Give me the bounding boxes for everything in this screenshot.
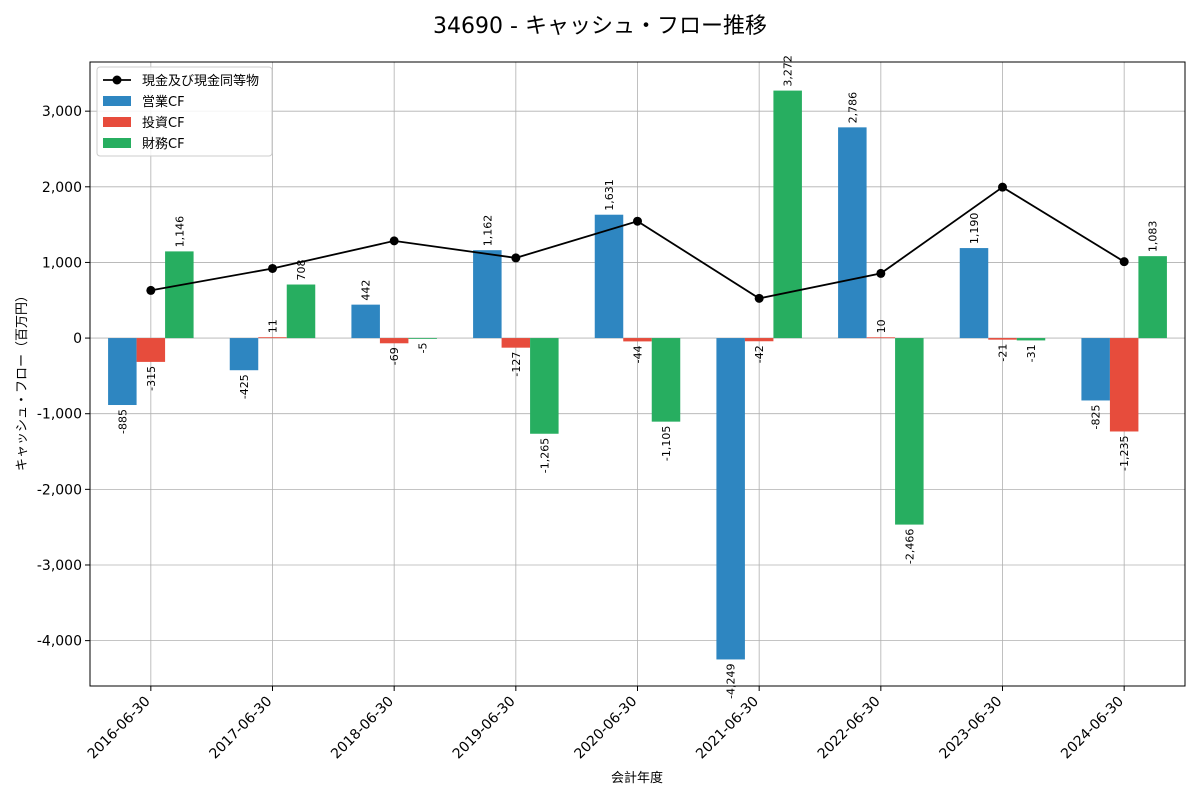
x-tick-label: 2018-06-30: [328, 694, 397, 763]
legend-swatch: [103, 117, 131, 127]
bar-1-2018-06-30: [351, 304, 380, 339]
cash-line-point: [268, 263, 277, 273]
x-tick-label: 2023-06-30: [936, 694, 1005, 763]
bar-data-label: -885: [116, 409, 129, 434]
bar-3-2021-06-30: [773, 90, 802, 339]
cash-line-point: [876, 268, 886, 278]
cash-line-point: [389, 236, 399, 246]
y-axis-title: キャッシュ・フロー（百万円）: [15, 289, 30, 471]
bar-1-2016-06-30: [108, 338, 137, 406]
bar-1-2019-06-30: [473, 250, 502, 339]
x-tick-label: 2024-06-30: [1058, 694, 1127, 763]
bar-data-label: -21: [997, 344, 1010, 362]
bar-data-label: -44: [632, 345, 645, 363]
bar-3-2018-06-30: [408, 338, 437, 339]
bar-data-label: 3,272: [782, 55, 795, 87]
bar-data-label: 11: [267, 319, 280, 333]
chart-title: 34690 - キャッシュ・フロー推移: [433, 14, 767, 39]
y-tick-label: 0: [73, 331, 82, 347]
cash-line-point: [754, 293, 764, 303]
bar-2-2017-06-30: [258, 337, 287, 339]
x-tick-label: 2016-06-30: [85, 694, 154, 763]
bar-3-2020-06-30: [651, 338, 681, 422]
bar-1-2020-06-30: [594, 214, 624, 339]
y-axis-ticks: -4,000 -3,000 -2,000 -1,000 0 1,000 2,000 3,000: [37, 104, 90, 650]
legend-box: [96, 66, 273, 157]
bar-data-label: 1,190: [968, 213, 981, 245]
bar-2-2020-06-30: [623, 338, 652, 342]
bar-1-2021-06-30: [716, 338, 745, 660]
bar-data-label: -69: [388, 347, 401, 365]
bar-2-2021-06-30: [744, 338, 774, 342]
bar-data-label: -31: [1025, 344, 1038, 362]
cash-line-point: [633, 216, 642, 226]
cash-line-point: [1119, 257, 1129, 267]
legend-swatch: [103, 138, 131, 148]
bar-data-label: -5: [417, 342, 430, 353]
bar-data-label: -1,105: [660, 426, 673, 461]
x-tick-label: 2021-06-30: [693, 694, 762, 763]
cash-line-point: [146, 285, 156, 295]
y-tick-label: -3,000: [37, 558, 82, 574]
x-axis-ticks: 2016-06-30 2017-06-30 2018-06-30 2019-06-30…: [85, 686, 1127, 762]
bar-data-label: -315: [145, 366, 158, 391]
x-tick-label: 2019-06-30: [450, 694, 519, 763]
bar-series: [108, 90, 1167, 660]
bar-2-2016-06-30: [136, 338, 166, 362]
bar-1-2023-06-30: [959, 248, 989, 339]
y-tick-label: -1,000: [37, 407, 82, 423]
bar-3-2016-06-30: [165, 251, 194, 339]
bar-3-2023-06-30: [1016, 338, 1046, 341]
bar-2-2024-06-30: [1109, 338, 1139, 432]
y-tick-label: 2,000: [42, 180, 82, 196]
bar-data-label: -42: [753, 345, 766, 363]
bar-3-2024-06-30: [1138, 256, 1167, 339]
bar-1-2022-06-30: [838, 127, 867, 339]
bar-3-2022-06-30: [895, 338, 924, 525]
bar-data-label: -1,265: [538, 438, 551, 473]
cash-line-point: [511, 253, 521, 263]
cash-equivalents-line: [146, 182, 1129, 303]
bar-data-label: -4,249: [725, 663, 738, 698]
y-tick-label: 3,000: [42, 104, 82, 120]
bar-2-2023-06-30: [988, 338, 1017, 340]
bar-data-label: 1,162: [481, 215, 494, 247]
legend-entry: 投資CF: [142, 115, 185, 131]
bar-3-2019-06-30: [530, 338, 559, 434]
legend-marker: [112, 75, 122, 85]
bar-data-label: -825: [1090, 404, 1103, 429]
bar-data-labels: -885 -425 442 1,162 1,631 -4,249 2,786 1,190 -82…: [116, 55, 1159, 699]
bar-data-label: -2,466: [903, 529, 916, 564]
legend-entry: 財務CF: [142, 137, 185, 152]
bar-data-label: 442: [360, 280, 373, 301]
bar-data-label: 10: [875, 319, 888, 333]
bar-1-2024-06-30: [1081, 338, 1110, 401]
cash-line-point: [998, 182, 1007, 192]
legend-swatch: [103, 96, 131, 106]
y-tick-label: -2,000: [37, 482, 82, 498]
x-tick-label: 2020-06-30: [571, 694, 640, 763]
bar-data-label: -425: [238, 374, 251, 399]
bar-2-2022-06-30: [866, 337, 896, 339]
x-tick-label: 2017-06-30: [206, 694, 275, 763]
x-axis-title: 会計年度: [611, 770, 663, 786]
bar-1-2017-06-30: [229, 338, 259, 371]
y-tick-label: 1,000: [42, 255, 82, 271]
bar-data-label: -1,235: [1118, 435, 1131, 470]
bar-2-2019-06-30: [501, 338, 531, 348]
x-tick-label: 2022-06-30: [815, 694, 884, 763]
y-tick-label: -4,000: [37, 634, 82, 650]
bar-data-label: 708: [295, 260, 308, 281]
bar-2-2018-06-30: [379, 338, 409, 344]
bar-data-label: 1,146: [173, 216, 186, 248]
legend-entry: 営業CF: [142, 94, 185, 110]
legend-entry: 現金及び現金同等物: [142, 73, 259, 89]
bar-data-label: 2,786: [846, 92, 859, 124]
bar-data-label: 1,631: [603, 179, 616, 211]
bar-3-2017-06-30: [286, 284, 316, 339]
bar-data-label: 1,083: [1147, 221, 1160, 253]
bar-data-label: -127: [510, 352, 523, 377]
